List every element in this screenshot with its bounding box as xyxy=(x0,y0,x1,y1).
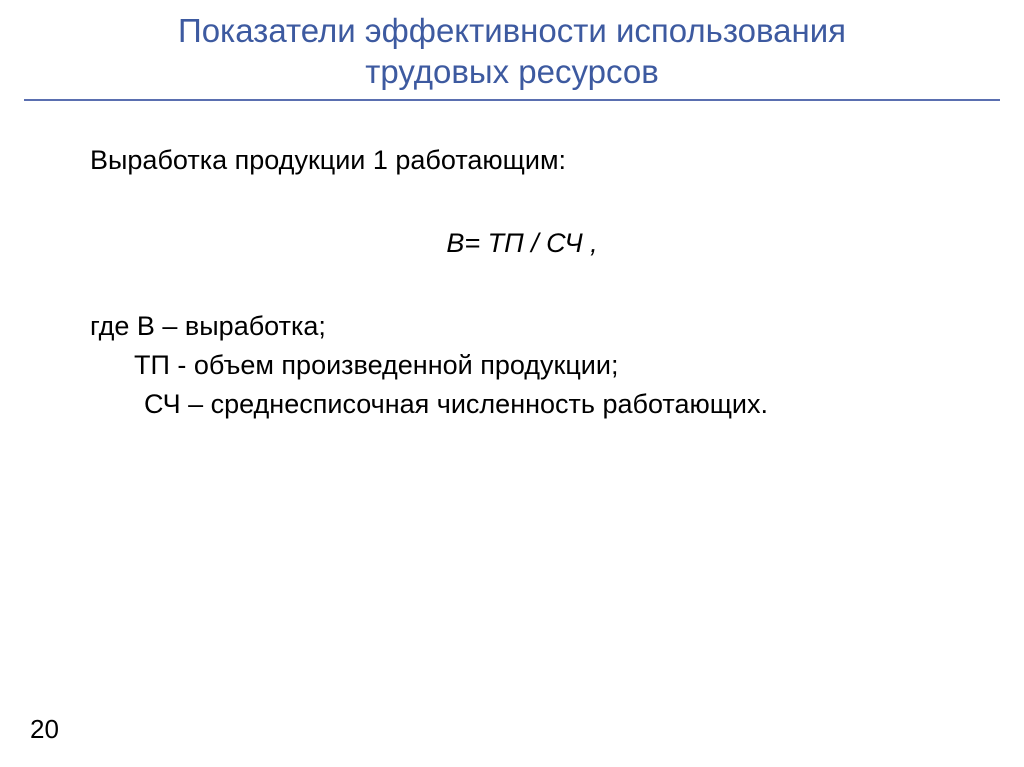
formula-text: В= ТП / СЧ , xyxy=(90,224,954,263)
intro-text: Выработка продукции 1 работающим: xyxy=(90,141,954,180)
slide-title: Показатели эффективности использования т… xyxy=(0,0,1024,93)
where-line: где В – выработка; xyxy=(90,307,954,346)
title-line-2: трудовых ресурсов xyxy=(365,53,658,90)
tp-definition: ТП - объем произведенной продукции; xyxy=(90,346,954,385)
slide: Показатели эффективности использования т… xyxy=(0,0,1024,767)
page-number: 20 xyxy=(30,714,59,745)
sch-definition: СЧ – среднесписочная численность работаю… xyxy=(90,385,954,424)
slide-body: Выработка продукции 1 работающим: В= ТП … xyxy=(0,101,1024,425)
title-line-1: Показатели эффективности использования xyxy=(178,12,846,49)
